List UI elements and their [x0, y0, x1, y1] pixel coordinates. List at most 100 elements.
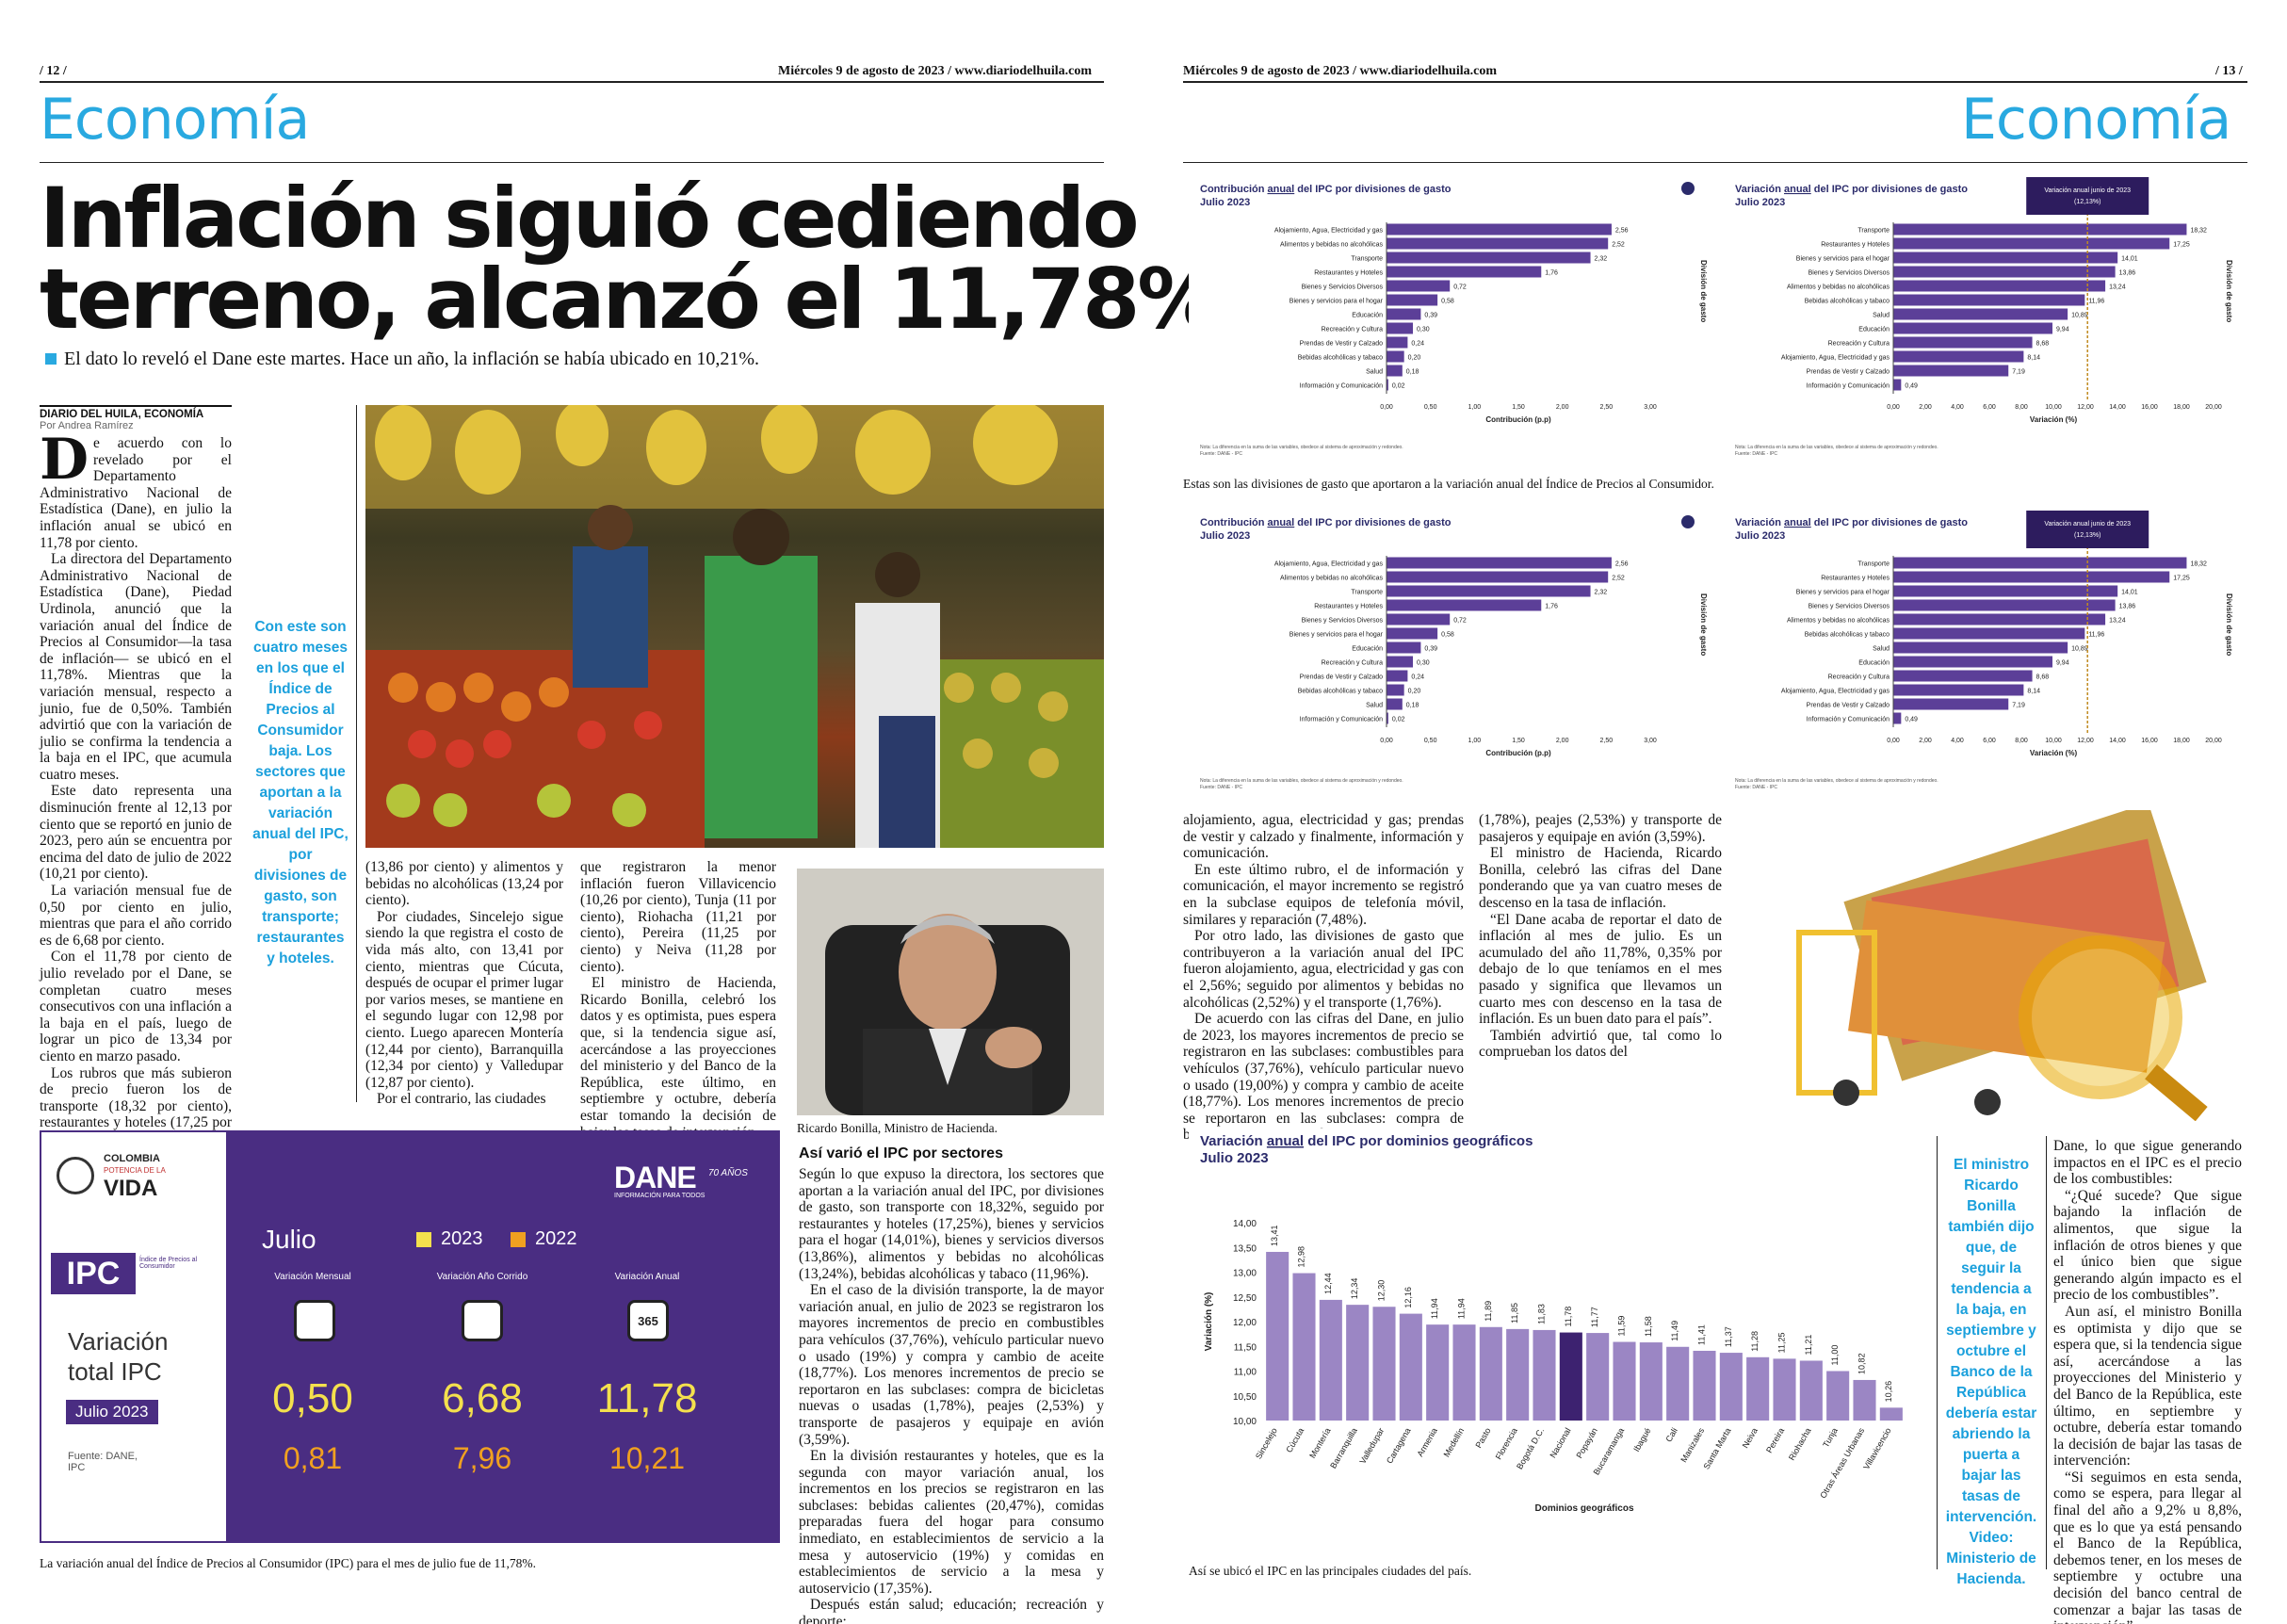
category-label: Pasto [1473, 1426, 1492, 1450]
chart-title-part: del IPC por divisiones de gasto [1294, 517, 1452, 528]
category-label: Cartagena [1385, 1426, 1413, 1465]
paragraph: Por el contrario, las ciudades [377, 1091, 546, 1108]
portrait-art [797, 869, 1104, 1115]
bar [1853, 1379, 1876, 1421]
x-tick-label: 10,00 [2045, 738, 2062, 744]
bar [1773, 1358, 1796, 1421]
x-axis-label: Variación (%) [2030, 749, 2078, 757]
category-label: Salud [1366, 703, 1383, 709]
category-label: Restaurantes y Hoteles [1314, 604, 1383, 610]
variation-chart-2: Variación anual del IPC por divisiones d… [1724, 509, 2242, 797]
bar [1893, 585, 2118, 597]
paragraph: “¿Qué sucede? Que sigue bajando la infla… [2053, 1187, 2242, 1304]
bar-value-label: 0,18 [1406, 369, 1419, 376]
bar [1639, 1342, 1663, 1421]
bar [1893, 223, 2187, 235]
category-label: Transporte [1351, 590, 1383, 596]
chart-logo-icon [1681, 515, 1695, 528]
annotation-line1: Variación anual junio de 2023 [2044, 187, 2131, 194]
bar [1893, 712, 1902, 724]
category-label: Salud [1873, 646, 1890, 653]
x-tick-label: 0,00 [1380, 404, 1393, 411]
bar-value-label: 8,68 [2036, 674, 2050, 681]
ipc-desc: Índice de Precios al Consumidor [139, 1257, 198, 1270]
bar-value-label: 0,24 [1411, 674, 1424, 681]
bar [1399, 1313, 1422, 1421]
category-label: Educación [1352, 646, 1383, 653]
bar-value-label: 11,00 [1830, 1345, 1840, 1366]
bar [1893, 557, 2187, 569]
paragraph: En este último rubro, el de información … [1183, 861, 1464, 928]
category-label: Alimentos y bebidas no alcohólicas [1280, 242, 1383, 249]
bar [1893, 365, 2009, 377]
bar [1452, 1324, 1476, 1421]
bar [1387, 379, 1388, 391]
column-3-text: que registraron la menor inflación fuero… [580, 859, 776, 1141]
category-label: Prendas de Vestir y Calzado [1807, 369, 1890, 376]
bar-value-label: 10,89 [2071, 313, 2088, 319]
annotation-line2: (12,13%) [2074, 199, 2100, 205]
bar-value-label: 12,44 [1323, 1273, 1333, 1294]
x-tick-label: 18,00 [2173, 404, 2190, 411]
bar-value-label: 11,78 [1564, 1307, 1573, 1327]
x-tick-label: 8,00 [2015, 738, 2028, 744]
category-label: Bebidas alcohólicas y tabaco [1298, 689, 1383, 695]
bar-value-label: 8,14 [2027, 689, 2040, 695]
dane-sub: INFORMACIÓN PARA TODOS [614, 1193, 706, 1199]
paragraph: La variación mensual fue de 0,50 por cie… [40, 883, 232, 949]
variation-chart-1: Variación anual del IPC por divisiones d… [1724, 175, 2242, 463]
category-label: Nacional [1548, 1426, 1572, 1459]
value-2022-anual: 10,21 [608, 1441, 686, 1475]
y-tick-label: 11,00 [1234, 1368, 1257, 1378]
x-tick-label: 2,00 [1919, 404, 1932, 411]
category-label: Bienes y servicios para el hogar [1796, 590, 1890, 596]
category-label: Información y Comunicación [1807, 383, 1890, 390]
category-label: Alimentos y bebidas no alcohólicas [1280, 576, 1383, 582]
bar-value-label: 11,94 [1430, 1298, 1439, 1319]
value-2023-corrido: 6,68 [442, 1375, 523, 1421]
bar-value-label: 0,02 [1392, 383, 1405, 390]
x-tick-label: 3,00 [1644, 738, 1657, 744]
x-axis-label: Contribución (p.p) [1485, 415, 1551, 424]
colombia-logo-icon [57, 1157, 94, 1194]
bar [1893, 627, 2085, 640]
calendar-365-icon: 365 [627, 1300, 669, 1341]
x-tick-label: 20,00 [2205, 404, 2222, 411]
page-number-left: / 12 / [40, 64, 67, 78]
chart-title-part: Contribución [1200, 517, 1268, 528]
y-tick-label: 10,50 [1233, 1392, 1257, 1403]
bar [1893, 656, 2052, 668]
legend-2022: 2022 [535, 1228, 577, 1249]
geo-chart-svg: Variación anual del IPC por dominios geo… [1200, 1133, 1903, 1514]
bar-value-label: 11,21 [1804, 1335, 1813, 1356]
bar-value-label: 18,32 [2190, 561, 2207, 568]
drop-cap: D [40, 427, 89, 493]
bar [1666, 1346, 1690, 1421]
category-label: Alojamiento, Agua, Electricidad y gas [1781, 355, 1890, 362]
bar-value-label: 12,98 [1297, 1246, 1306, 1268]
clock-calendar-icon [294, 1300, 335, 1341]
category-label: Santa Marta [1701, 1426, 1732, 1470]
category-label: Bebidas alcohólicas y tabaco [1805, 299, 1890, 305]
paragraph: El ministro de Hacienda, Ricardo Bonilla… [1479, 845, 1722, 911]
chart-title-part: Variación [1735, 517, 1784, 528]
geo-title-part: Variación [1200, 1133, 1267, 1149]
bar [1479, 1326, 1502, 1421]
bar-value-label: 14,01 [2121, 590, 2138, 596]
sectors-text: Según lo que expuso la directora, los se… [799, 1166, 1104, 1624]
category-label: Bogotá D.C. [1515, 1426, 1546, 1470]
bar-value-label: 11,96 [2088, 299, 2104, 305]
bar-value-label: 0,72 [1453, 618, 1467, 625]
right-divider-2 [2046, 1136, 2047, 1569]
category-label: Florencia [1494, 1426, 1519, 1461]
bar [1719, 1353, 1743, 1421]
bar-value-label: 17,25 [2173, 242, 2190, 249]
category-label: Bienes y servicios para el hogar [1796, 256, 1890, 263]
value-2023-anual: 11,78 [596, 1375, 698, 1421]
geo-chart-title: Variación anual del IPC por dominios geo… [1200, 1133, 1533, 1149]
category-label: Valledupar [1357, 1426, 1386, 1466]
subtitle: El dato lo reveló el Dane este martes. H… [45, 349, 759, 370]
bar [1266, 1251, 1289, 1421]
bar [1387, 571, 1609, 583]
